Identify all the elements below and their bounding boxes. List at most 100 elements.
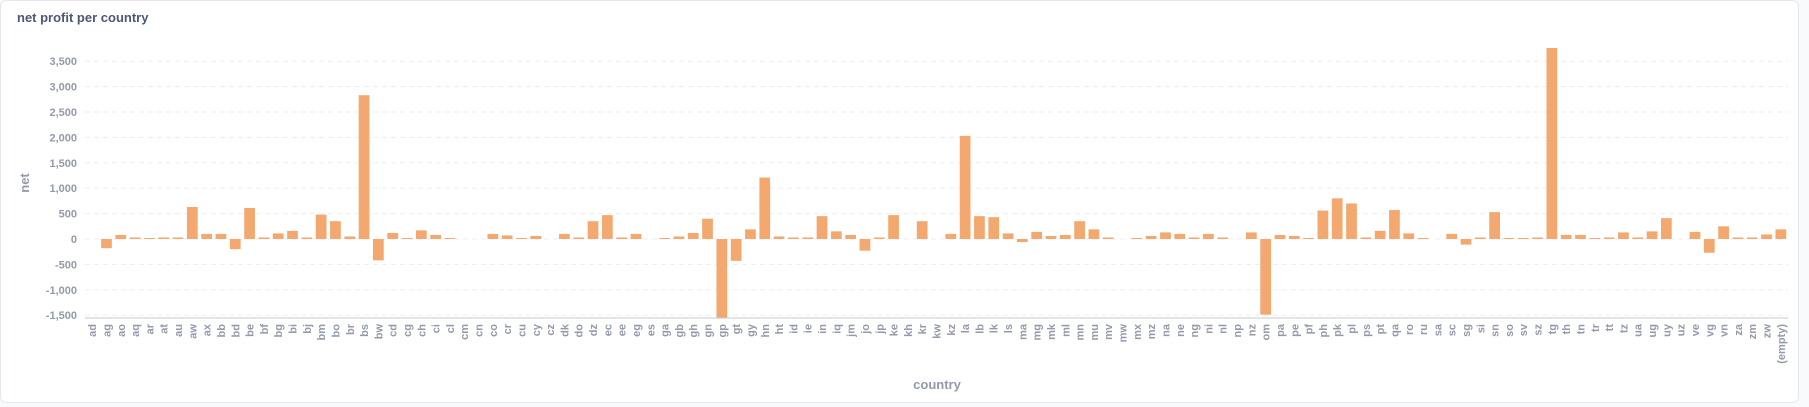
bar-ax[interactable] <box>201 233 213 239</box>
bar-hn[interactable] <box>759 177 771 239</box>
bar-om[interactable] <box>1260 239 1272 315</box>
bar-aq[interactable] <box>129 237 141 239</box>
bar-ne[interactable] <box>1174 233 1186 239</box>
bar-ht[interactable] <box>773 236 785 239</box>
bar-cl[interactable] <box>444 237 456 239</box>
bar-qa[interactable] <box>1389 210 1400 239</box>
bar-co[interactable] <box>487 233 499 239</box>
bar-bw[interactable] <box>373 239 384 261</box>
bar-mv[interactable] <box>1102 237 1114 239</box>
bar-kz[interactable] <box>945 233 957 239</box>
bar-zw[interactable] <box>1761 234 1772 239</box>
bar-bg[interactable] <box>272 233 284 239</box>
bar-bj[interactable] <box>301 237 313 239</box>
bar-cg[interactable] <box>401 237 413 239</box>
bar-cu[interactable] <box>516 237 527 239</box>
bar-ru[interactable] <box>1417 237 1429 239</box>
bar-lb[interactable] <box>974 216 985 239</box>
bar-pl[interactable] <box>1346 203 1357 239</box>
bar-tg[interactable] <box>1546 47 1558 239</box>
bar-mn[interactable] <box>1074 221 1085 239</box>
bar-ch[interactable] <box>415 230 427 239</box>
bar-empty[interactable] <box>1775 229 1787 239</box>
bar-za[interactable] <box>1732 237 1744 239</box>
bar-pa[interactable] <box>1274 234 1286 239</box>
bar-aw[interactable] <box>186 206 198 239</box>
bar-id[interactable] <box>788 237 799 239</box>
bar-cr[interactable] <box>501 235 513 239</box>
bar-in[interactable] <box>816 216 828 239</box>
bar-gp[interactable] <box>716 239 728 318</box>
bar-br[interactable] <box>344 236 356 239</box>
bar-ke[interactable] <box>888 215 899 239</box>
bar-ps[interactable] <box>1360 237 1372 239</box>
bar-ma[interactable] <box>1016 239 1028 243</box>
bar-so[interactable] <box>1503 237 1515 239</box>
bar-mz[interactable] <box>1145 235 1157 239</box>
bar-at[interactable] <box>158 237 170 239</box>
bar-kr[interactable] <box>916 221 928 239</box>
bar-ml[interactable] <box>1059 234 1071 239</box>
bar-ao[interactable] <box>115 234 127 239</box>
bar-ee[interactable] <box>616 237 628 239</box>
bar-pt[interactable] <box>1374 230 1386 239</box>
bar-ni[interactable] <box>1203 233 1214 239</box>
bar-na[interactable] <box>1160 232 1171 239</box>
bar-sv[interactable] <box>1517 237 1529 239</box>
bar-ec[interactable] <box>601 215 613 239</box>
bar-bs[interactable] <box>358 95 370 240</box>
bar-bd[interactable] <box>229 239 241 250</box>
bar-ua[interactable] <box>1632 237 1644 239</box>
bar-sz[interactable] <box>1532 237 1543 239</box>
bar-eg[interactable] <box>630 233 642 239</box>
bar-sc[interactable] <box>1446 233 1458 239</box>
bar-pk[interactable] <box>1331 198 1343 239</box>
bar-la[interactable] <box>959 135 971 239</box>
bar-mx[interactable] <box>1131 237 1143 239</box>
bar-dz[interactable] <box>587 221 599 239</box>
bar-jm[interactable] <box>845 234 857 239</box>
bar-gn[interactable] <box>702 218 713 239</box>
bar-ci[interactable] <box>430 234 441 239</box>
bar-ar[interactable] <box>144 237 155 239</box>
bar-iq[interactable] <box>830 231 842 239</box>
bar-dk[interactable] <box>559 233 570 239</box>
bar-mu[interactable] <box>1088 229 1100 239</box>
bar-bf[interactable] <box>258 237 270 239</box>
bar-vg[interactable] <box>1703 239 1715 253</box>
bar-ve[interactable] <box>1689 231 1701 239</box>
bar-cy[interactable] <box>530 235 542 239</box>
bar-tz[interactable] <box>1618 232 1629 239</box>
bar-cd[interactable] <box>387 232 399 239</box>
bar-ro[interactable] <box>1403 233 1415 239</box>
bar-tr[interactable] <box>1589 237 1601 239</box>
bar-ga[interactable] <box>659 237 670 239</box>
bar-lk[interactable] <box>988 217 1000 239</box>
bar-pe[interactable] <box>1288 235 1300 239</box>
bar-gt[interactable] <box>730 239 742 261</box>
bar-be[interactable] <box>244 208 255 239</box>
bar-gy[interactable] <box>745 229 756 239</box>
bar-vn[interactable] <box>1718 226 1729 239</box>
bar-pf[interactable] <box>1303 237 1314 239</box>
bar-tn[interactable] <box>1575 234 1586 239</box>
bar-mk[interactable] <box>1045 235 1057 239</box>
bar-ug[interactable] <box>1646 231 1658 239</box>
bar-gh[interactable] <box>687 232 699 239</box>
bar-si[interactable] <box>1474 237 1486 239</box>
bar-sg[interactable] <box>1460 239 1472 245</box>
bar-nl[interactable] <box>1217 237 1229 239</box>
bar-ph[interactable] <box>1317 210 1329 239</box>
bar-tt[interactable] <box>1603 237 1615 239</box>
bar-zm[interactable] <box>1746 237 1758 239</box>
bar-au[interactable] <box>172 237 184 239</box>
bar-jp[interactable] <box>873 237 885 239</box>
bar-th[interactable] <box>1560 234 1572 239</box>
bar-ag[interactable] <box>101 239 112 249</box>
bar-do[interactable] <box>573 237 585 239</box>
bar-ie[interactable] <box>802 237 814 239</box>
bar-bo[interactable] <box>330 221 341 239</box>
bar-mg[interactable] <box>1031 231 1043 239</box>
bar-nz[interactable] <box>1245 232 1257 239</box>
bar-ls[interactable] <box>1002 233 1014 239</box>
